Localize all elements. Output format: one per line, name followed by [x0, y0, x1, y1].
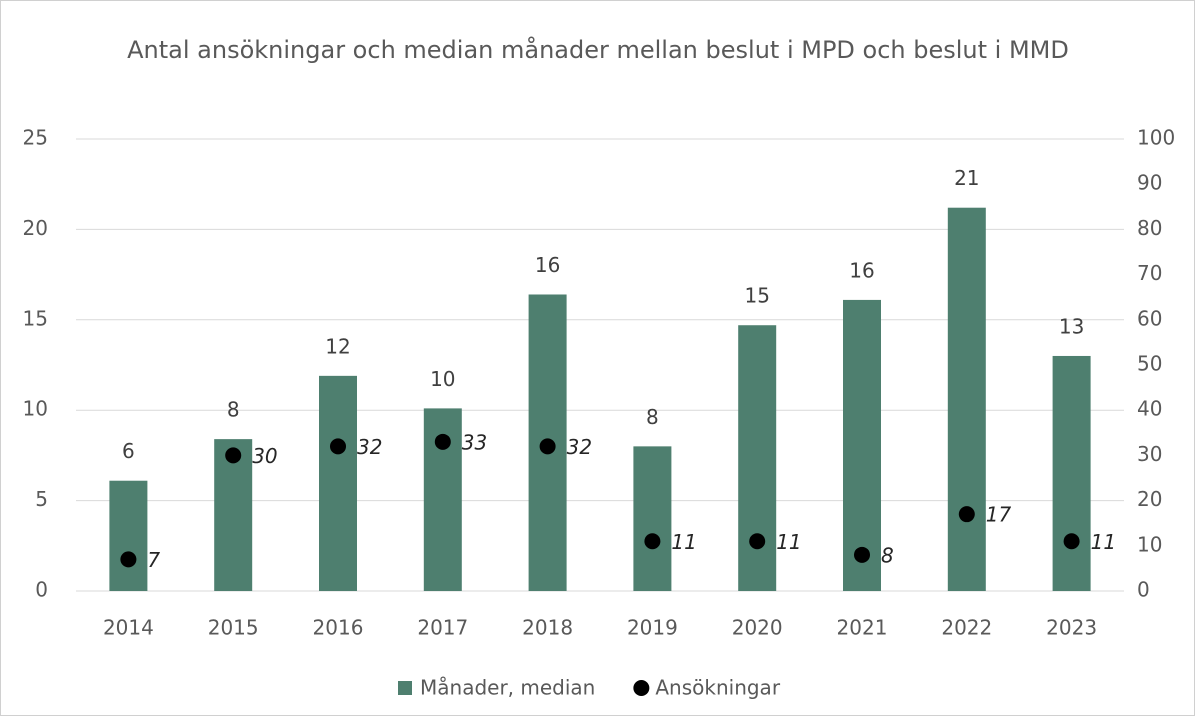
dot: [644, 533, 661, 550]
bar: [1052, 355, 1091, 591]
bar-value-label: 15: [744, 284, 769, 308]
dot-value-label: 32: [567, 435, 592, 459]
dot-value-label: 11: [671, 530, 696, 554]
y2-tick-label: 40: [1137, 397, 1162, 421]
bar: [319, 375, 357, 591]
x-tick-label: 2021: [837, 616, 888, 640]
x-tick-label: 2018: [522, 616, 573, 640]
x-tick-label: 2014: [103, 616, 154, 640]
x-tick-label: 2023: [1046, 616, 1097, 640]
bar-value-label: 13: [1059, 314, 1084, 338]
legend-swatch: [398, 681, 412, 695]
dot-value-label: 17: [986, 503, 1012, 527]
bar: [738, 325, 777, 591]
x-tick-label: 2020: [732, 616, 783, 640]
dot-value-label: 30: [252, 444, 277, 468]
dot: [958, 506, 975, 523]
bar: [633, 446, 672, 591]
y-tick-label: 25: [23, 126, 48, 150]
dot: [749, 533, 766, 550]
y2-tick-label: 90: [1137, 171, 1162, 195]
x-tick-label: 2016: [313, 616, 364, 640]
y-tick-label: 20: [23, 216, 48, 240]
y-tick-label: 10: [23, 397, 48, 421]
dot: [225, 447, 242, 464]
y-tick-label: 0: [35, 578, 48, 602]
dot-value-label: 32: [357, 435, 382, 459]
bar-value-label: 12: [325, 334, 350, 358]
dot-value-label: 11: [776, 530, 801, 554]
legend-label: Ansökningar: [655, 676, 780, 700]
y2-tick-label: 20: [1137, 487, 1162, 511]
dot-value-label: 7: [147, 548, 160, 572]
y2-tick-label: 60: [1137, 306, 1162, 330]
y2-tick-label: 50: [1137, 352, 1162, 376]
dot: [330, 438, 346, 455]
dot-value-label: 11: [1091, 530, 1116, 554]
chart-title: Antal ansökningar och median månader mel…: [127, 36, 1069, 64]
x-tick-label: 2022: [941, 616, 992, 640]
bar: [947, 207, 986, 592]
bar-value-label: 10: [430, 367, 455, 391]
bar-value-label: 8: [227, 398, 240, 422]
y-tick-label: 15: [23, 306, 48, 330]
dot: [120, 551, 137, 568]
y2-tick-label: 80: [1137, 216, 1162, 240]
dot: [434, 433, 451, 450]
y2-tick-label: 100: [1137, 126, 1175, 150]
x-tick-label: 2017: [417, 616, 468, 640]
dot: [854, 546, 870, 563]
legend-swatch: [633, 680, 650, 696]
dot-value-label: 8: [881, 543, 894, 567]
bar-value-label: 16: [849, 258, 874, 282]
bar: [843, 299, 881, 591]
y2-tick-label: 30: [1137, 442, 1162, 466]
bar-value-label: 21: [954, 166, 979, 190]
y-tick-label: 5: [35, 487, 48, 511]
y2-tick-label: 10: [1137, 532, 1162, 556]
y2-tick-label: 0: [1137, 578, 1150, 602]
bar: [109, 480, 148, 591]
dot-value-label: 33: [462, 430, 487, 454]
y2-tick-label: 70: [1137, 261, 1162, 285]
bar-value-label: 6: [122, 439, 135, 463]
bar-value-label: 16: [535, 253, 560, 277]
x-tick-label: 2015: [208, 616, 259, 640]
bar-value-label: 8: [646, 405, 659, 429]
dot: [1063, 533, 1080, 550]
x-tick-label: 2019: [627, 616, 678, 640]
legend-label: Månader, median: [420, 676, 595, 700]
dot: [539, 438, 556, 455]
bar: [214, 439, 253, 591]
